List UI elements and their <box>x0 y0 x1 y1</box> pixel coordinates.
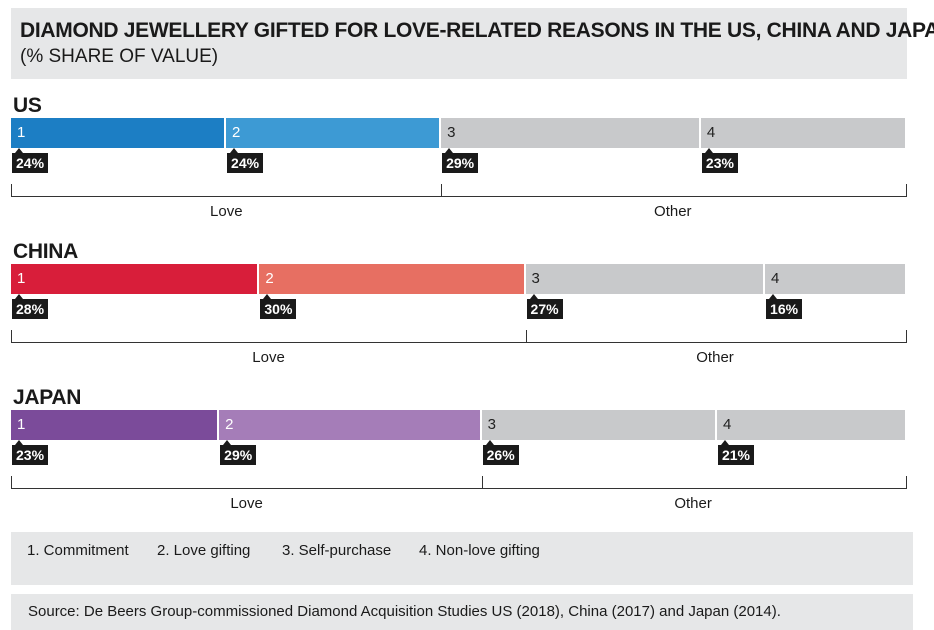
segment-number-us-3: 3 <box>447 124 456 141</box>
title-box: DIAMOND JEWELLERY GIFTED FOR LOVE-RELATE… <box>11 8 934 79</box>
segment-number-japan-4: 4 <box>722 416 732 433</box>
bar-segment-china-2: 2 <box>259 264 524 294</box>
data-label-china-3: 27% <box>526 294 563 319</box>
data-label-japan-4: 21% <box>717 440 754 465</box>
bracket-tick-japan-1 <box>481 476 483 489</box>
bar-segment-japan-2: 2 <box>219 410 480 440</box>
country-label-us: US <box>13 94 42 117</box>
legend-item-love-gifting: 2. Love gifting <box>157 542 251 559</box>
group-label-love-us: Love <box>210 203 243 220</box>
data-label-china-1: 28% <box>12 294 49 319</box>
source-note: Source: De Beers Group-commissioned Diam… <box>28 603 781 620</box>
segment-number-china-1: 1 <box>17 270 26 287</box>
legend: 1. Commitment 2. Love gifting 3. Self-pu… <box>11 532 913 585</box>
bar-segment-china-1: 1 <box>11 264 258 294</box>
bracket-tick-us-2 <box>906 184 907 197</box>
bar-segment-us-4: 4 <box>700 118 905 148</box>
data-label-us-2: 24% <box>227 148 264 173</box>
group-label-love-japan: Love <box>230 495 263 512</box>
data-label-china-4: 16% <box>766 294 803 319</box>
bracket-tick-china-1 <box>525 330 527 343</box>
bracket-line-china <box>11 342 907 343</box>
group-label-love-china: Love <box>252 349 285 366</box>
bracket-tick-china-2 <box>906 330 907 343</box>
bar-segment-china-4: 4 <box>765 264 905 294</box>
bar-segment-us-2: 2 <box>226 118 440 148</box>
bar-segment-japan-3: 3 <box>481 410 715 440</box>
segment-number-china-2: 2 <box>265 270 274 287</box>
data-label-japan-3: 26% <box>482 440 519 465</box>
group-label-other-china: Other <box>696 349 734 366</box>
legend-item-non-love-gifting: 4. Non-love gifting <box>419 542 540 559</box>
data-label-japan-2: 29% <box>220 440 257 465</box>
data-label-us-3: 29% <box>442 148 479 173</box>
segment-number-china-3: 3 <box>531 270 540 287</box>
legend-item-commitment: 1. Commitment <box>27 542 129 559</box>
bar-segment-china-3: 3 <box>525 264 764 294</box>
segment-number-us-2: 2 <box>232 124 241 141</box>
bracket-line-japan <box>11 488 907 489</box>
group-label-other-japan: Other <box>674 495 712 512</box>
segment-number-japan-1: 1 <box>17 416 26 433</box>
segment-number-japan-3: 3 <box>487 416 496 433</box>
bracket-tick-us-0 <box>11 184 12 197</box>
data-label-japan-1: 23% <box>12 440 49 465</box>
country-label-china: CHINA <box>13 240 78 263</box>
data-label-china-2: 30% <box>260 294 297 319</box>
segment-number-us-4: 4 <box>706 124 716 141</box>
bracket-tick-japan-2 <box>906 476 907 489</box>
bracket-tick-japan-0 <box>11 476 12 489</box>
chart-title: DIAMOND JEWELLERY GIFTED FOR LOVE-RELATE… <box>20 19 934 42</box>
bar-segment-us-3: 3 <box>441 118 699 148</box>
source-box: Source: De Beers Group-commissioned Diam… <box>11 594 913 630</box>
segment-number-china-4: 4 <box>771 270 780 287</box>
bar-segment-japan-1: 1 <box>11 410 218 440</box>
legend-item-self-purchase: 3. Self-purchase <box>282 542 392 559</box>
segment-number-japan-2: 2 <box>225 416 234 433</box>
bracket-tick-us-1 <box>441 184 443 197</box>
group-label-other-us: Other <box>654 203 692 220</box>
chart-subtitle: (% SHARE OF VALUE) <box>20 46 219 67</box>
data-label-us-4: 23% <box>701 148 738 173</box>
bracket-tick-china-0 <box>11 330 12 343</box>
country-label-japan: JAPAN <box>13 386 82 409</box>
bracket-line-us <box>11 196 907 197</box>
data-label-us-1: 24% <box>12 148 49 173</box>
bar-segment-us-1: 1 <box>11 118 225 148</box>
segment-number-us-1: 1 <box>17 124 26 141</box>
bar-segment-japan-4: 4 <box>716 410 905 440</box>
